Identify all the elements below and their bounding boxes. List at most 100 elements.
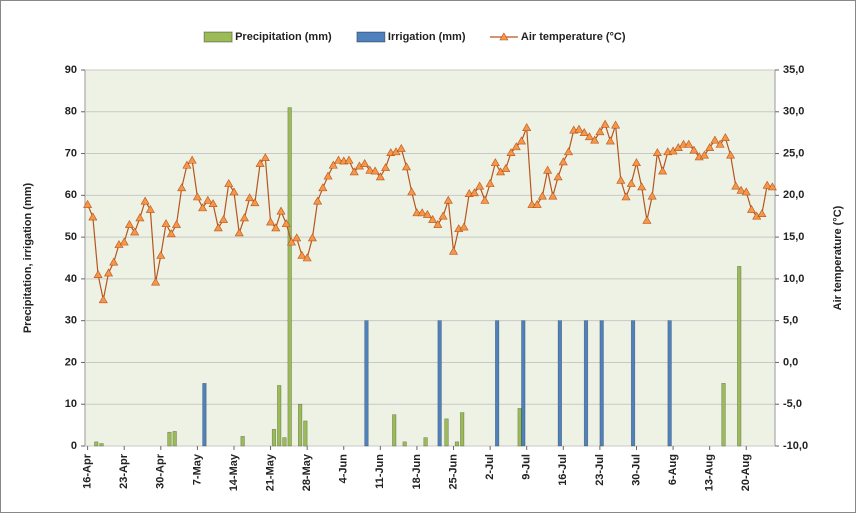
temperature-marker — [558, 157, 568, 166]
temperature-marker — [151, 277, 161, 286]
temperature-marker — [616, 175, 626, 184]
y-tick-label: 60 — [65, 189, 77, 201]
temperature-marker — [459, 222, 469, 231]
bar — [99, 443, 104, 447]
temperature-marker — [250, 198, 260, 207]
temperature-marker — [543, 165, 553, 174]
temperature-marker — [537, 191, 547, 200]
bar — [172, 431, 177, 447]
temperature-marker — [297, 250, 307, 259]
temperature-marker — [485, 179, 495, 187]
temperature-marker — [109, 257, 119, 266]
x-tick-label: 14-May — [228, 453, 240, 491]
x-tick-label: 28-May — [301, 453, 313, 491]
y-tick-label: 70 — [65, 147, 77, 159]
y-tick-label: 0 — [71, 440, 77, 452]
temperature-marker — [757, 209, 767, 218]
y2-tick-label: 25,0 — [783, 147, 804, 159]
temperature-marker — [553, 172, 563, 181]
bar — [583, 320, 589, 447]
temperature-marker — [631, 158, 641, 167]
temperature-marker — [475, 181, 485, 190]
x-tick-label: 30-Apr — [155, 453, 167, 489]
temperature-marker — [88, 212, 98, 221]
temperature-marker — [334, 155, 344, 164]
y2-tick-label: 20,0 — [783, 189, 804, 201]
temperature-marker — [548, 191, 558, 200]
temperature-marker — [229, 187, 239, 196]
bar — [454, 441, 460, 447]
temperature-marker — [658, 166, 668, 175]
temperature-marker — [203, 195, 213, 204]
temperature-marker — [605, 136, 615, 145]
temperature-marker — [239, 213, 249, 222]
temperature-marker — [302, 253, 312, 262]
temperature-marker — [731, 181, 741, 190]
y2-tick-label: 30,0 — [783, 106, 804, 118]
bar — [599, 320, 604, 447]
temperature-marker — [652, 148, 662, 157]
y2-tick-label: -5,0 — [783, 398, 802, 410]
y2-tick-label: 10,0 — [783, 273, 804, 285]
bar — [521, 320, 526, 447]
temperature-marker — [98, 295, 108, 304]
x-tick-label: 23-Apr — [118, 453, 130, 489]
x-tick-label: 13-Aug — [704, 454, 716, 491]
y2-axis-title: Air temperature (°C) — [832, 205, 844, 310]
x-tick-label: 16-Apr — [82, 453, 94, 489]
bar — [402, 441, 407, 447]
temperature-marker — [401, 162, 411, 171]
bar — [630, 320, 636, 447]
temperature-marker — [532, 199, 542, 208]
temperature-marker — [490, 158, 500, 167]
bar — [721, 383, 726, 447]
temperature-marker — [480, 195, 490, 204]
temperature-marker — [119, 237, 129, 246]
x-tick-label: 6-Aug — [667, 454, 679, 485]
temperature-marker — [171, 219, 181, 228]
temperature-marker — [715, 139, 725, 148]
x-tick-label: 4-Jun — [338, 454, 350, 484]
temperature-marker — [313, 196, 323, 205]
y-tick-label: 10 — [65, 398, 77, 410]
temperature-marker — [469, 188, 479, 197]
temperature-marker — [208, 199, 218, 207]
temperature-marker — [234, 228, 244, 237]
bar — [392, 414, 397, 447]
y-tick-label: 30 — [65, 315, 77, 327]
temperature-marker — [522, 123, 532, 131]
temperature-marker — [281, 219, 291, 228]
temperature-marker — [590, 135, 600, 144]
temperature-marker — [647, 191, 657, 200]
temperature-marker — [276, 206, 286, 215]
bar — [202, 383, 207, 447]
temperature-marker — [135, 213, 145, 222]
x-tick-label: 21-May — [264, 453, 276, 491]
x-tick-label: 20-Aug — [740, 454, 752, 491]
temperature-marker — [271, 223, 281, 232]
y-tick-label: 40 — [65, 273, 77, 285]
temperature-marker — [600, 119, 610, 128]
temperature-marker — [720, 133, 730, 141]
temperature-marker — [260, 153, 270, 162]
temperature-marker — [104, 268, 114, 277]
bar — [667, 320, 672, 447]
temperature-marker — [365, 165, 375, 174]
temperature-marker — [611, 120, 621, 129]
temperature-marker — [328, 160, 338, 169]
bar — [444, 418, 449, 447]
temperature-marker — [219, 214, 229, 223]
temperature-marker — [428, 214, 438, 223]
temperature-marker — [83, 199, 93, 208]
y-tick-label: 50 — [65, 231, 77, 243]
temperature-marker — [579, 128, 589, 136]
bar — [460, 412, 465, 447]
bar — [277, 385, 282, 447]
x-tick-label: 11-Jun — [374, 454, 386, 489]
y2-tick-label: 0,0 — [783, 356, 798, 368]
bar — [282, 437, 287, 447]
temperature-marker — [506, 148, 516, 157]
y-axis-title: Precipitation, irrigation (mm) — [22, 182, 34, 333]
temperature-marker — [349, 167, 359, 176]
temperature-marker — [574, 124, 584, 133]
